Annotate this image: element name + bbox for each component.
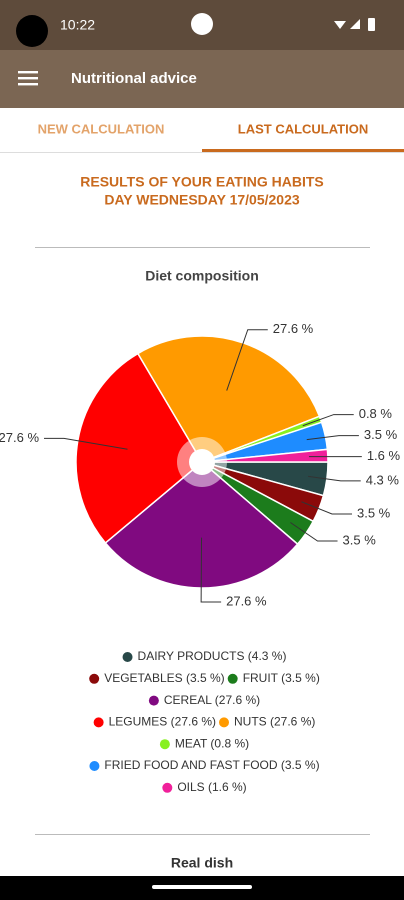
battery-icon [368, 18, 375, 31]
value-label: 3.5 % [343, 532, 377, 547]
pie-chart: 4.3 % 3.5 % 3.5 % 27.6 % 27.6 % 27.6 % 0.8 % 3.… [0, 321, 401, 608]
legend-swatch [122, 652, 133, 662]
pie-slice [201, 448, 329, 463]
legend-swatch [93, 717, 104, 728]
wifi-icon [334, 21, 346, 29]
label-leader [290, 522, 338, 542]
legend-label: FRUIT (3.5 %) [243, 671, 320, 685]
legend-item: NUTS (27.6 %) [219, 715, 315, 729]
legend-item: DAIRY PRODUCTS (4.3 %) [122, 649, 287, 663]
signal-icon [350, 19, 360, 29]
legend-item: VEGETABLES (3.5 %) [89, 671, 225, 685]
divider [35, 834, 370, 835]
label-leader [308, 475, 361, 482]
camera-cutout [16, 15, 48, 47]
label-leader [302, 414, 354, 427]
pie-hole [189, 449, 215, 475]
app-title: Nutritional advice [71, 70, 197, 87]
label-leader [301, 501, 353, 515]
legend-label: VEGETABLES (3.5 %) [104, 671, 225, 685]
legend-label: NUTS (27.6 %) [234, 715, 315, 729]
divider [35, 247, 370, 248]
legend-item: FRIED FOOD AND FAST FOOD (3.5 %) [89, 758, 320, 772]
menu-button[interactable] [18, 71, 38, 86]
value-label: 3.5 % [357, 505, 391, 520]
legend-swatch [148, 695, 159, 706]
value-label: 27.6 % [0, 430, 39, 445]
legend-item: MEAT (0.8 %) [159, 736, 249, 750]
menu-line [18, 83, 38, 86]
app-bar [0, 50, 404, 108]
legend-swatch [89, 673, 100, 684]
legend-item: CEREAL (27.6 %) [148, 693, 260, 707]
menu-line [18, 77, 38, 80]
value-label: 0.8 % [359, 406, 393, 421]
legend-label: CEREAL (27.6 %) [164, 693, 260, 707]
label-leader [306, 435, 359, 441]
legend-swatch [162, 782, 173, 793]
tab-active[interactable]: LAST CALCULATION [238, 121, 368, 136]
value-label: 4.3 % [366, 472, 400, 487]
legend-item: LEGUMES (27.6 %) [93, 715, 216, 729]
status-time: 10:22 [60, 17, 95, 33]
status-icon [191, 13, 213, 35]
legend-label: MEAT (0.8 %) [175, 736, 249, 750]
menu-line [18, 71, 38, 74]
home-indicator[interactable] [152, 885, 252, 889]
tab-divider [0, 152, 404, 153]
label-leader [226, 329, 268, 391]
heading: RESULTS OF YOUR EATING HABITS [80, 174, 323, 190]
legend-swatch [159, 739, 170, 750]
legend-item: OILS (1.6 %) [162, 780, 247, 794]
label-leader [44, 437, 128, 450]
chart-title: Diet composition [145, 268, 259, 284]
heading: DAY WEDNESDAY 17/05/2023 [104, 192, 300, 208]
value-label: 27.6 % [226, 593, 267, 608]
legend-label: DAIRY PRODUCTS (4.3 %) [138, 649, 287, 663]
legend-label: LEGUMES (27.6 %) [109, 715, 216, 729]
tab-bar [0, 108, 404, 152]
legend: DAIRY PRODUCTS (4.3 %) VEGETABLES (3.5 %)… [89, 649, 320, 794]
legend-swatch [219, 717, 230, 728]
legend-swatch [227, 673, 238, 684]
legend-item: FRUIT (3.5 %) [227, 671, 320, 685]
legend-label: OILS (1.6 %) [177, 780, 246, 794]
label-leader [200, 537, 222, 603]
section-title: Real dish [171, 855, 233, 871]
legend-label: FRIED FOOD AND FAST FOOD (3.5 %) [104, 758, 319, 772]
tab[interactable]: NEW CALCULATION [38, 121, 165, 136]
value-label: 3.5 % [364, 427, 398, 442]
tab-indicator [202, 149, 404, 152]
value-label: 27.6 % [273, 321, 314, 336]
value-label: 1.6 % [367, 448, 401, 463]
legend-swatch [89, 761, 100, 771]
